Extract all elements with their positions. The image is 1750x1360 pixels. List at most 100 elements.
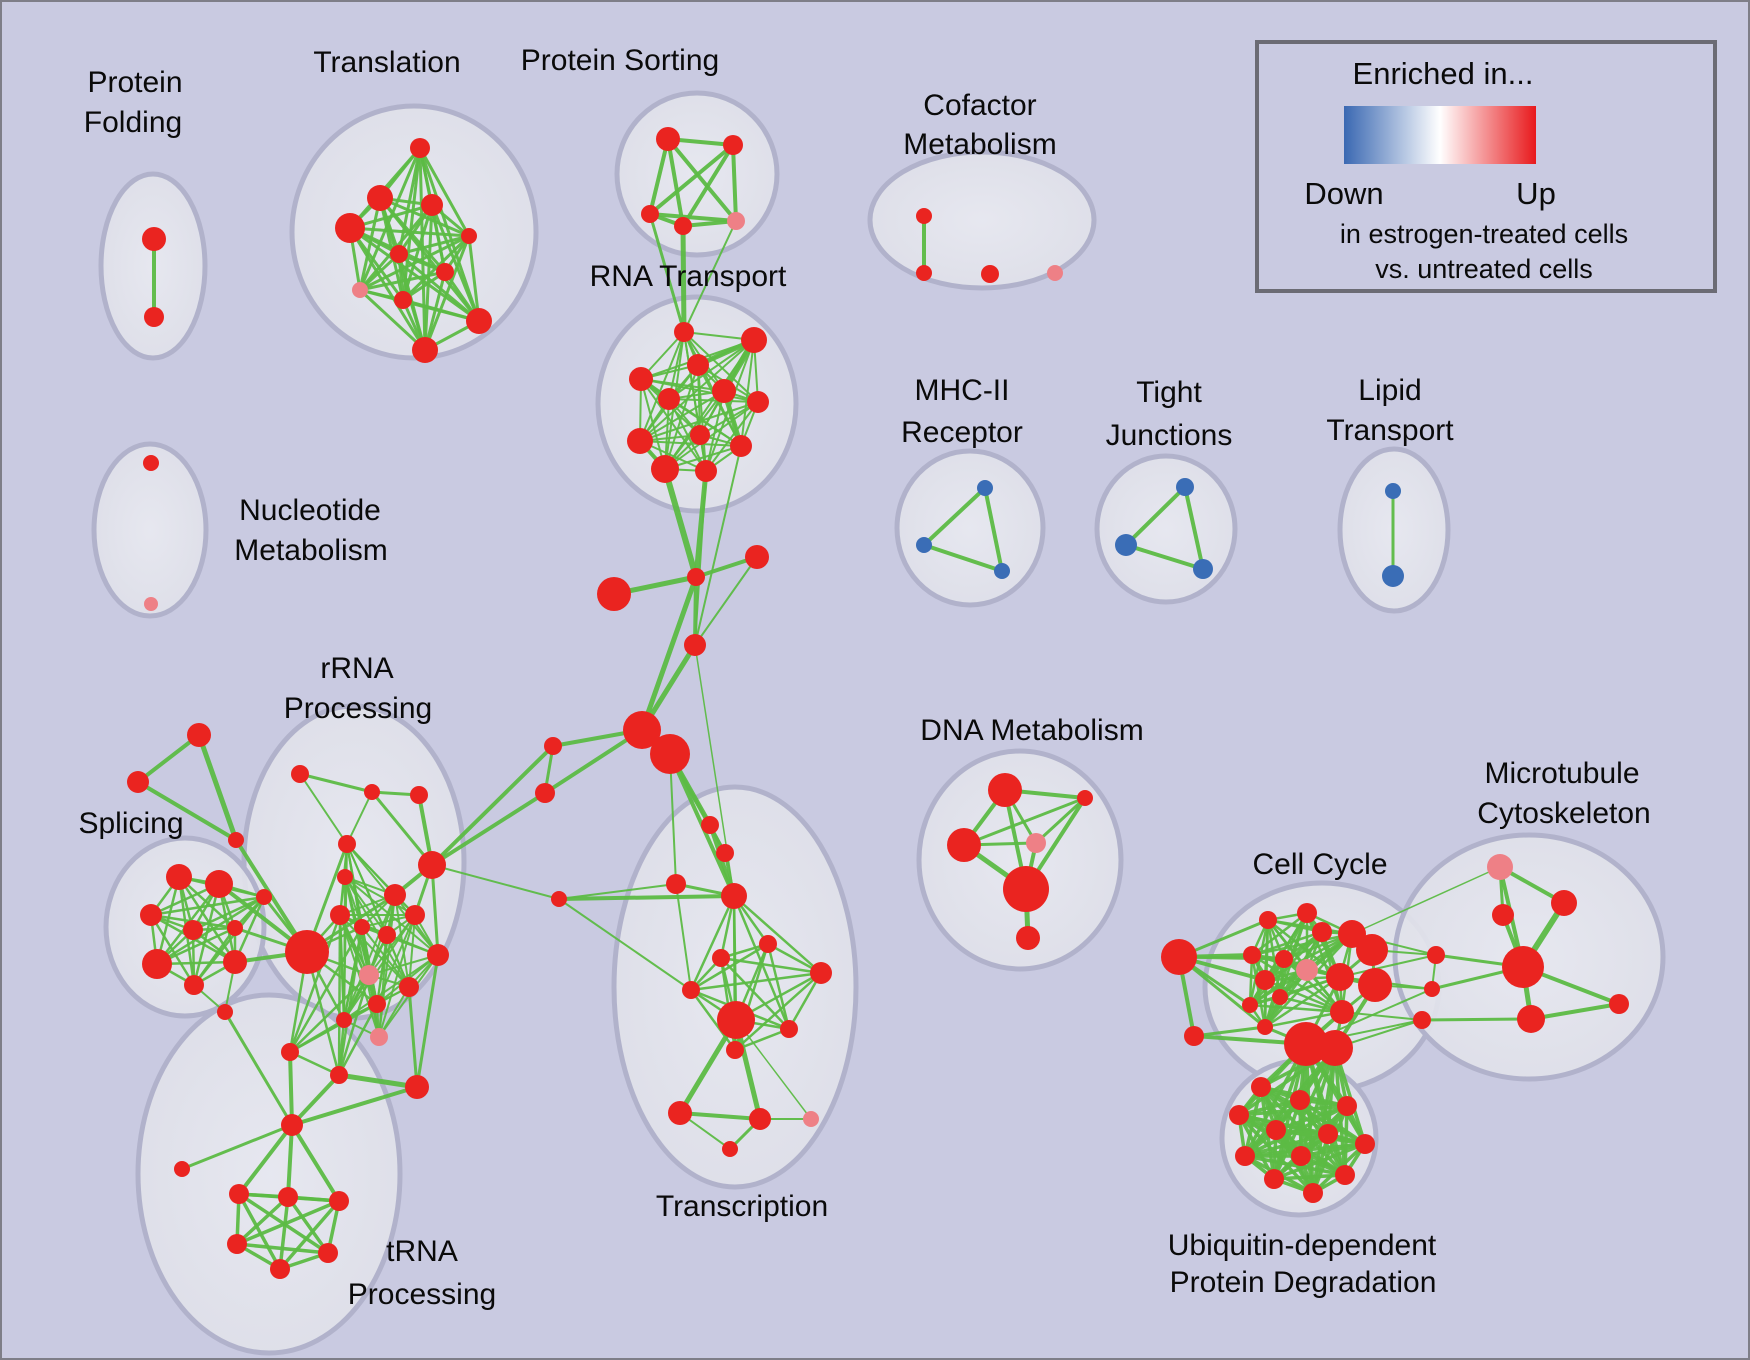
edge-CC4-CC7 bbox=[1250, 911, 1309, 957]
edge-R1-R2 bbox=[298, 772, 374, 794]
cluster-translation-label-line1: Translation bbox=[313, 46, 460, 79]
node-T5 bbox=[461, 228, 477, 244]
node-T10 bbox=[466, 308, 492, 334]
edge-R9-R19 bbox=[337, 925, 364, 1077]
node-RT2 bbox=[741, 327, 767, 353]
edge-R11-R16 bbox=[343, 914, 416, 1021]
node-R10 bbox=[378, 926, 396, 944]
node-R9 bbox=[354, 919, 370, 935]
edge-C4-C2 bbox=[694, 556, 758, 646]
edge-PS1-PS4 bbox=[666, 137, 685, 228]
node-CC7 bbox=[1243, 946, 1261, 964]
edge-M5-CC10 bbox=[1339, 954, 1437, 978]
node-R8 bbox=[330, 905, 350, 925]
cluster-rrna-processing-label-line2: Processing bbox=[284, 692, 432, 725]
edge-T1-T5 bbox=[418, 146, 471, 238]
edge-C9-TR8 bbox=[558, 898, 692, 991]
cluster-protein-sorting-label-line1: Protein Sorting bbox=[521, 44, 719, 77]
node-RT10 bbox=[730, 435, 752, 457]
edge-TR5-TR10 bbox=[732, 894, 791, 1031]
edge-TR6-TR7 bbox=[719, 956, 823, 975]
edge-R2-R5 bbox=[370, 790, 434, 867]
cluster-lipid-transport-label-line1: Lipid bbox=[1358, 374, 1421, 407]
edge-R18-TNh bbox=[288, 1050, 294, 1127]
node-T4 bbox=[335, 213, 365, 243]
edge-CC6-CC7 bbox=[1250, 932, 1354, 957]
node-TR14 bbox=[803, 1111, 819, 1127]
node-PS3 bbox=[641, 205, 659, 223]
cluster-tight-junctions-label-line1: Tight bbox=[1136, 376, 1202, 409]
cluster-tight-junctions-label-line2: Junctions bbox=[1106, 419, 1233, 452]
node-CC15 bbox=[1358, 968, 1392, 1002]
node-C9 bbox=[551, 891, 567, 907]
node-M1 bbox=[1487, 854, 1513, 880]
node-RT4 bbox=[629, 367, 653, 391]
node-TR9 bbox=[717, 1001, 755, 1039]
node-MH3 bbox=[994, 563, 1010, 579]
node-R20 bbox=[405, 1075, 429, 1099]
cluster-microtubule-cytoskeleton-label-line2: Cytoskeleton bbox=[1477, 797, 1650, 830]
node-TNi bbox=[174, 1161, 190, 1177]
node-N1 bbox=[143, 455, 159, 471]
edge-C4-RT10 bbox=[694, 445, 742, 646]
node-R17 bbox=[370, 1028, 388, 1046]
edge-PS2-PS4 bbox=[681, 143, 735, 228]
edge-PS2-PS3 bbox=[648, 143, 735, 216]
edge-T5-T10 bbox=[467, 234, 481, 323]
edge-TN2-TN6 bbox=[278, 1195, 290, 1271]
edge-R1-R4 bbox=[299, 773, 348, 845]
node-S2 bbox=[205, 870, 233, 898]
node-TNh bbox=[281, 1114, 303, 1136]
cluster-protein-folding-label-line2: Folding bbox=[84, 106, 182, 139]
node-S6 bbox=[256, 889, 272, 905]
edge-RT5-RT10 bbox=[668, 398, 742, 447]
edge-X2-X3 bbox=[136, 780, 238, 842]
cluster-nucleotide-metabolism-label-line1: Nucleotide bbox=[239, 494, 381, 527]
node-CF2 bbox=[916, 265, 932, 281]
node-R5 bbox=[418, 851, 446, 879]
edge-R16-R19 bbox=[337, 1018, 346, 1077]
edge-MH1-MH3 bbox=[983, 486, 1004, 573]
node-CC3 bbox=[1259, 911, 1277, 929]
node-TR6 bbox=[712, 949, 730, 967]
edge-T4-T11 bbox=[348, 226, 427, 352]
edge-R20-R14 bbox=[407, 985, 419, 1089]
edge-RT1-RT9 bbox=[639, 331, 685, 442]
node-TR2 bbox=[716, 844, 734, 862]
node-R11 bbox=[405, 905, 425, 925]
cluster-microtubule-cytoskeleton-label-line1: Microtubule bbox=[1484, 757, 1639, 790]
edge-R18-R19 bbox=[288, 1050, 341, 1077]
node-U12 bbox=[1303, 1183, 1323, 1203]
edge-R11-R17 bbox=[378, 914, 416, 1038]
node-PF2 bbox=[144, 307, 164, 327]
edge-CC3-CC12 bbox=[1248, 918, 1270, 1007]
node-TR3 bbox=[759, 935, 777, 953]
edge-PS1-PS5 bbox=[666, 137, 738, 223]
edge-PS2-PS5 bbox=[731, 143, 738, 223]
node-RT11 bbox=[651, 455, 679, 483]
node-PS5 bbox=[727, 212, 745, 230]
cluster-ubiquitin-degradation-label-line2: Protein Degradation bbox=[1170, 1266, 1437, 1299]
node-CC8 bbox=[1275, 950, 1293, 968]
edge-R7-R12 bbox=[394, 894, 439, 956]
cluster-trna-processing-label-line1: tRNA bbox=[386, 1235, 458, 1268]
edge-C6-TR4 bbox=[669, 753, 677, 885]
edge-RT7-RT12 bbox=[705, 401, 759, 472]
node-TR12 bbox=[668, 1101, 692, 1125]
edge-U8-U11 bbox=[1243, 1154, 1347, 1177]
cluster-rrna-processing-label-line1: rRNA bbox=[320, 652, 393, 685]
edge-TR3-TR10 bbox=[766, 942, 791, 1031]
node-LT2 bbox=[1382, 565, 1404, 587]
cluster-ubiquitin-degradation-label-line1: Ubiquitin-dependent bbox=[1168, 1229, 1437, 1262]
node-U9 bbox=[1291, 1146, 1311, 1166]
node-R7 bbox=[384, 884, 406, 906]
edge-C7-R5 bbox=[430, 744, 555, 867]
edge-RT4-RT11 bbox=[640, 378, 666, 470]
node-M9 bbox=[1413, 1011, 1431, 1029]
node-M8 bbox=[1609, 994, 1629, 1014]
edge-TR6-TR10 bbox=[719, 956, 791, 1031]
node-TR13 bbox=[749, 1108, 771, 1130]
node-S7 bbox=[142, 949, 172, 979]
